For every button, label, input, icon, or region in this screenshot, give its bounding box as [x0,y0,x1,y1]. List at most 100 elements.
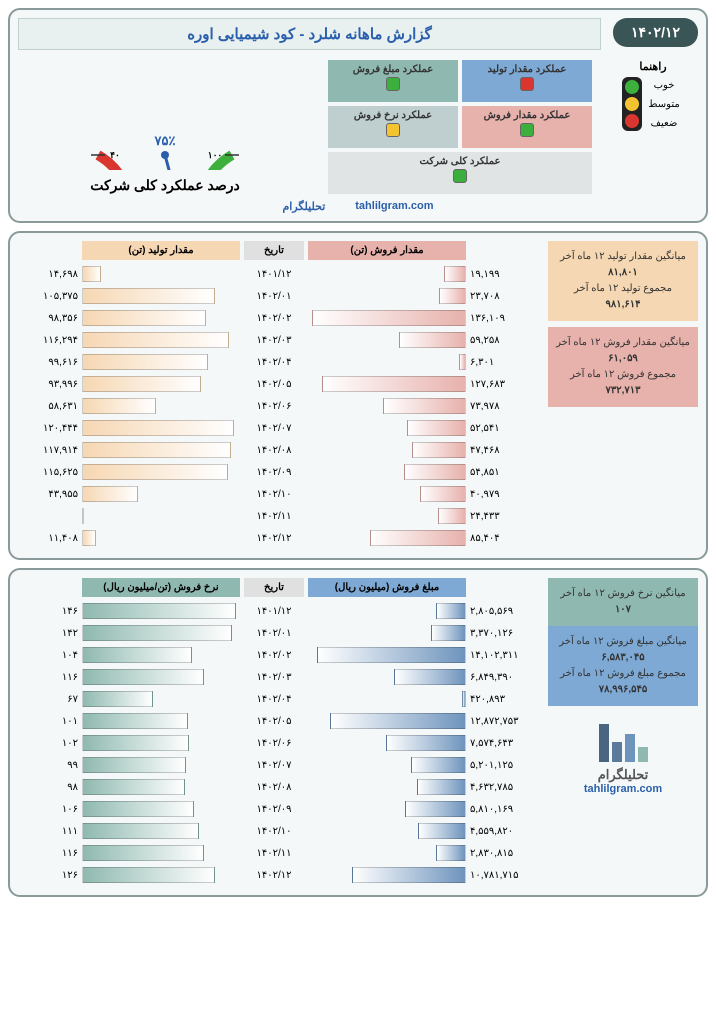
row-right-value: ۸۵,۴۰۴ [470,533,540,544]
row-date: ۱۴۰۲/۰۸ [244,782,304,793]
row-right-value: ۱۲,۸۷۲,۷۵۳ [470,716,540,727]
row-right-value: ۱۰,۷۸۱,۷۱۵ [470,870,540,881]
row-left-bar [82,288,240,304]
row-right-bar [308,288,466,304]
row-right-value: ۲۳,۷۰۸ [470,291,540,302]
row-left-bar [82,779,240,795]
row-date: ۱۴۰۲/۰۱ [244,291,304,302]
indicator-icon [520,77,534,91]
chart-row: ۶,۳۰۱ ۱۴۰۲/۰۴ ۹۹,۶۱۶ [18,352,540,372]
report-title: گزارش ماهانه شلرد - کود شیمیایی اوره [18,18,601,50]
chart1-panel: میانگین مقدار تولید ۱۲ ماه آخر۸۱,۸۰۱مجمو… [8,231,708,560]
row-right-value: ۱۹,۱۹۹ [470,269,540,280]
row-date: ۱۴۰۲/۰۶ [244,738,304,749]
row-date: ۱۴۰۲/۰۳ [244,672,304,683]
perf-box-sale-rate: عملکرد نرخ فروش [328,106,458,148]
chart1-left-header: مقدار تولید (تن) [82,241,240,260]
row-left-value: ۱۴۶ [18,606,78,617]
row-right-value: ۴,۵۵۹,۸۲۰ [470,826,540,837]
row-right-bar [308,691,466,707]
row-left-value: ۱۰۶ [18,804,78,815]
row-right-value: ۲,۸۰۵,۵۶۹ [470,606,540,617]
chart-row: ۵۴,۸۵۱ ۱۴۰۲/۰۹ ۱۱۵,۶۲۵ [18,462,540,482]
row-left-bar [82,735,240,751]
row-left-bar [82,332,240,348]
row-right-bar [308,801,466,817]
report-date: ۱۴۰۲/۱۲ [613,18,698,47]
row-right-value: ۵۹,۲۵۸ [470,335,540,346]
row-left-bar [82,310,240,326]
site-row: tahlilgram.com تحلیلگرام [18,200,698,213]
row-right-value: ۴۲۰,۸۹۳ [470,694,540,705]
indicator-icon [386,77,400,91]
row-right-value: ۴,۶۳۲,۷۸۵ [470,782,540,793]
row-left-value: ۶۷ [18,694,78,705]
chart-row: ۸۵,۴۰۴ ۱۴۰۲/۱۲ ۱۱,۴۰۸ [18,528,540,548]
chart-row: ۴,۶۳۲,۷۸۵ ۱۴۰۲/۰۸ ۹۸ [18,777,540,797]
svg-text:۴۰: ۴۰ [110,150,120,160]
row-right-bar [308,779,466,795]
row-date: ۱۴۰۲/۰۱ [244,628,304,639]
row-date: ۱۴۰۲/۰۵ [244,716,304,727]
row-left-value: ۱۲۰,۴۴۴ [18,423,78,434]
legend-good: خوب [648,80,679,91]
chart-row: ۵,۲۰۱,۱۲۵ ۱۴۰۲/۰۷ ۹۹ [18,755,540,775]
row-right-bar [308,823,466,839]
gauge-chart: ۴۰۵۰۶۰۷۰۸۰۹۰۱۰۰۷۵٪ [80,60,250,170]
indicator-icon [386,123,400,137]
indicator-icon [520,123,534,137]
chart2-panel: میانگین نرخ فروش ۱۲ ماه آخر۱۰۷میانگین مب… [8,568,708,897]
row-left-bar [82,354,240,370]
row-right-value: ۵,۸۱۰,۱۶۹ [470,804,540,815]
row-left-bar [82,486,240,502]
row-left-bar [82,823,240,839]
row-right-bar [308,442,466,458]
info-card: میانگین نرخ فروش ۱۲ ماه آخر۱۰۷ [548,578,698,626]
row-right-bar [308,647,466,663]
row-date: ۱۴۰۲/۱۲ [244,533,304,544]
row-right-bar [308,845,466,861]
row-left-value: ۱۰۲ [18,738,78,749]
chart-row: ۷,۵۷۴,۶۴۳ ۱۴۰۲/۰۶ ۱۰۲ [18,733,540,753]
row-right-value: ۲۴,۴۳۳ [470,511,540,522]
chart-row: ۱۲۷,۶۸۳ ۱۴۰۲/۰۵ ۹۳,۹۹۶ [18,374,540,394]
row-date: ۱۴۰۱/۱۲ [244,606,304,617]
perf-box-overall: عملکرد کلی شرکت [328,152,592,194]
chart-row: ۲,۸۳۰,۸۱۵ ۱۴۰۲/۱۱ ۱۱۶ [18,843,540,863]
chart2-left-header: نرخ فروش (تن/میلیون ریال) [82,578,240,597]
row-date: ۱۴۰۲/۱۲ [244,870,304,881]
chart-row: ۴۷,۴۶۸ ۱۴۰۲/۰۸ ۱۱۷,۹۱۴ [18,440,540,460]
chart-row: ۱۳۶,۱۰۹ ۱۴۰۲/۰۲ ۹۸,۳۵۶ [18,308,540,328]
row-left-value: ۹۸ [18,782,78,793]
row-right-bar [308,310,466,326]
row-left-bar [82,669,240,685]
row-left-value: ۵۸,۶۳۱ [18,401,78,412]
row-date: ۱۴۰۲/۰۸ [244,445,304,456]
perf-box-sale-amt: عملکرد مبلغ فروش [328,60,458,102]
site-fa: تحلیلگرام [282,200,325,213]
row-date: ۱۴۰۱/۱۲ [244,269,304,280]
chart-row: ۱۹,۱۹۹ ۱۴۰۱/۱۲ ۱۴,۶۹۸ [18,264,540,284]
chart2-date-header: تاریخ [244,578,304,597]
row-right-bar [308,669,466,685]
chart-row: ۵۲,۵۴۱ ۱۴۰۲/۰۷ ۱۲۰,۴۴۴ [18,418,540,438]
chart1-date-header: تاریخ [244,241,304,260]
row-right-bar [308,603,466,619]
chart-row: ۲,۸۰۵,۵۶۹ ۱۴۰۱/۱۲ ۱۴۶ [18,601,540,621]
row-left-value: ۱۱,۴۰۸ [18,533,78,544]
row-right-bar [308,420,466,436]
info-card: میانگین مبلغ فروش ۱۲ ماه آخر۶,۵۸۳,۰۴۵مجم… [548,626,698,706]
chart-row: ۲۳,۷۰۸ ۱۴۰۲/۰۱ ۱۰۵,۳۷۵ [18,286,540,306]
row-left-bar [82,398,240,414]
legend-col: راهنما خوب متوسط ضعیف [608,60,698,194]
row-right-value: ۵۴,۸۵۱ [470,467,540,478]
row-right-bar [308,464,466,480]
row-date: ۱۴۰۲/۱۱ [244,848,304,859]
row-left-value: ۱۰۴ [18,650,78,661]
row-left-bar [82,691,240,707]
row-left-bar [82,867,240,883]
performance-grid: عملکرد مقدار تولید عملکرد مبلغ فروش عملک… [328,60,592,194]
row-date: ۱۴۰۲/۰۹ [244,804,304,815]
chart-row: ۷۳,۹۷۸ ۱۴۰۲/۰۶ ۵۸,۶۳۱ [18,396,540,416]
chart-row: ۱۲,۸۷۲,۷۵۳ ۱۴۰۲/۰۵ ۱۰۱ [18,711,540,731]
